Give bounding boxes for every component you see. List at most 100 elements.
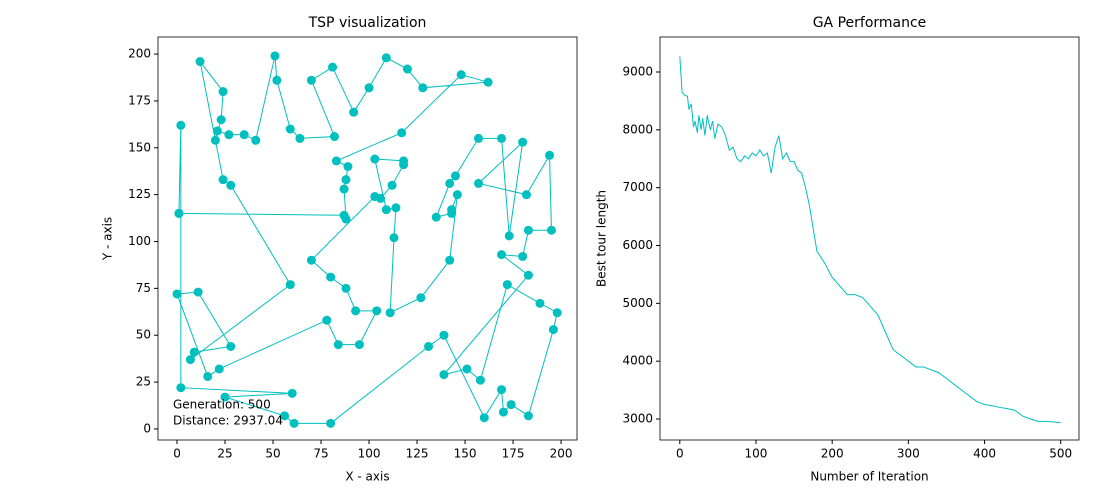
point [387,180,397,190]
y-tick-label: 3000 [622,412,653,426]
annotation: Distance: 2937.04 [173,414,283,428]
point [224,130,234,140]
point [439,330,449,340]
chart-title: TSP visualization [308,15,427,31]
line [679,56,1061,424]
point [523,225,533,235]
x-tick-label: 400 [973,447,996,461]
point [326,418,336,428]
point [545,150,555,160]
point [475,375,485,385]
subplot: TSP visualization X - axis Y - axis 0 25 50 75… [101,15,578,484]
point [479,413,489,423]
point [402,64,412,74]
point [193,287,203,297]
point [439,370,449,380]
point [172,289,182,299]
point [376,193,386,203]
point [285,124,295,134]
point [497,385,507,395]
point [473,133,483,143]
point [552,308,562,318]
point [381,53,391,63]
point [306,75,316,85]
x-tick-label: 0 [676,447,684,461]
subplot: GA Performance Number of Iteration Best to… [595,15,1080,484]
point [329,132,339,142]
point [523,270,533,280]
point [354,340,364,350]
point [285,280,295,290]
point [328,62,338,72]
point [399,156,409,166]
point [239,130,249,140]
y-tick-label: 25 [136,375,151,389]
point [185,355,195,365]
y-axis-label: Best tour length [595,190,609,287]
point [210,135,220,145]
y-tick-label: 8000 [622,122,653,136]
point [341,283,351,293]
x-tick-label: 500 [1049,447,1072,461]
x-tick-label: 200 [821,447,844,461]
point [216,115,226,125]
x-tick-label: 175 [502,447,525,461]
point [521,190,531,200]
x-tick-label: 125 [406,447,429,461]
point [341,214,351,224]
point [372,306,382,316]
y-tick-label: 75 [136,281,151,295]
chart-title: GA Performance [813,15,927,31]
x-tick-label: 25 [217,447,232,461]
point [502,280,512,290]
point [450,171,460,181]
point [218,87,228,97]
y-tick-label: 125 [128,187,151,201]
point [424,341,434,351]
x-tick-label: 100 [358,447,381,461]
y-tick-label: 0 [143,421,151,435]
point [548,325,558,335]
point [189,347,199,357]
point [389,233,399,243]
point [214,364,224,374]
point [416,293,426,303]
point [456,70,466,80]
annotation: Generation: 500 [173,398,271,412]
x-tick-label: 100 [745,447,768,461]
point [351,306,361,316]
point [270,51,280,61]
point [322,315,332,325]
point [218,175,228,185]
y-tick-label: 175 [128,93,151,107]
point [497,133,507,143]
y-tick-label: 6000 [622,238,653,252]
point [339,184,349,194]
y-tick-label: 7000 [622,180,653,194]
x-axis-label: X - axis [345,470,389,484]
point [504,231,514,241]
x-tick-label: 0 [173,447,181,461]
point [176,120,186,130]
point [331,156,341,166]
point [397,128,407,138]
point [349,107,359,117]
y-tick-label: 50 [136,328,151,342]
y-tick-label: 100 [128,234,151,248]
point [203,371,213,381]
point [212,126,222,136]
point [370,154,380,164]
point [176,383,186,393]
point [418,83,428,93]
point [326,272,336,282]
axes-frame [157,36,578,441]
point [385,308,395,318]
point [535,298,545,308]
point [447,208,457,218]
point [220,392,230,402]
point [272,75,282,85]
point [287,388,297,398]
line [176,55,558,424]
point [445,178,455,188]
x-tick-label: 150 [454,447,477,461]
